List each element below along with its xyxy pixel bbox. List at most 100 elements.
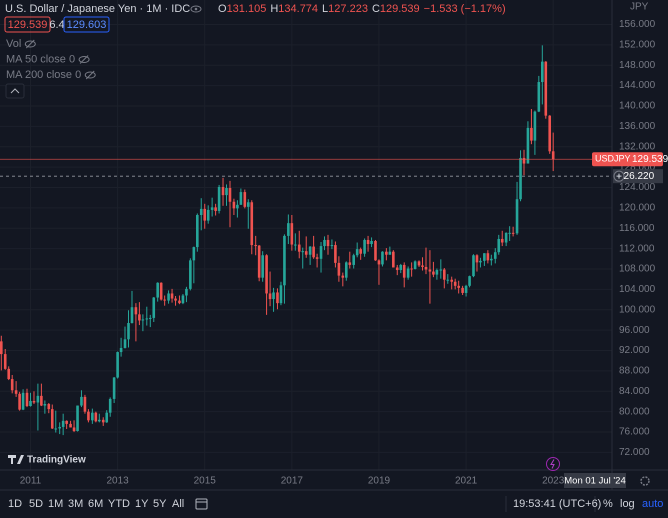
candle-body <box>254 245 257 247</box>
bid[interactable]: 129.539 <box>8 19 48 31</box>
sell-box[interactable] <box>4 16 51 33</box>
candle-body <box>377 260 381 265</box>
logo[interactable]: TradingView <box>8 455 86 466</box>
candle-body <box>413 261 417 270</box>
ask[interactable]: 129.603 <box>67 19 107 31</box>
candle-body <box>145 318 149 320</box>
candle-body <box>80 396 83 406</box>
candle-body <box>221 186 225 196</box>
clock[interactable]: 19:53:41 (UTC+6) <box>513 498 601 510</box>
lightning-icon[interactable] <box>546 457 560 471</box>
timeframe-button[interactable]: 1Y <box>135 498 149 510</box>
y-tick-label: 140.000 <box>619 101 656 112</box>
candle-body <box>544 61 548 116</box>
candle-body <box>50 409 54 429</box>
timeframe-button[interactable]: 1M <box>48 498 63 510</box>
candle-body <box>243 192 247 207</box>
candle-body <box>163 299 166 301</box>
candle-body <box>530 127 533 141</box>
eye-slash <box>85 70 95 80</box>
candle-body <box>417 261 421 266</box>
candle-body <box>178 300 181 304</box>
candle-body <box>232 201 236 209</box>
candle-body <box>399 264 403 271</box>
candle-body <box>265 255 268 294</box>
candle-body <box>14 390 18 394</box>
candle-body <box>72 427 76 432</box>
timeframe-button[interactable]: 3M <box>68 498 83 510</box>
collapse-button[interactable] <box>5 83 25 99</box>
timeframe-button[interactable]: 1D <box>8 498 22 510</box>
indicator-label[interactable]: MA 200 close 0 <box>6 69 81 81</box>
candle-body <box>47 404 51 410</box>
log-toggle[interactable]: log <box>620 498 635 510</box>
candle-body <box>156 282 159 298</box>
candle-body <box>439 269 443 271</box>
candle-body <box>32 400 36 403</box>
candle-body <box>76 405 79 432</box>
spread: 6.4 <box>49 19 64 31</box>
eye-icon[interactable] <box>24 40 36 48</box>
y-tick-label: 112.000 <box>619 243 655 254</box>
eye-icon[interactable] <box>190 5 202 13</box>
indicator-label[interactable]: MA 50 close 0 <box>6 53 75 65</box>
candle-body <box>453 281 457 286</box>
candle-body <box>58 426 61 429</box>
candle-body <box>334 245 337 263</box>
candle-body <box>105 412 109 423</box>
candle-body <box>497 238 501 253</box>
symbol-title[interactable]: U.S. Dollar / Japanese Yen · 1M · IDC <box>5 3 190 15</box>
caret-icon <box>10 88 20 94</box>
eye-icon[interactable] <box>78 56 90 63</box>
branding[interactable]: TradingView <box>27 455 86 466</box>
auto-toggle[interactable]: auto <box>642 498 663 510</box>
candle-body <box>261 255 264 278</box>
last-price-label: 129.539 <box>632 154 668 165</box>
candle-body <box>127 323 130 340</box>
y-tick-label: 104.000 <box>619 284 656 295</box>
settings-icon[interactable] <box>640 476 650 486</box>
candle-body <box>446 279 450 281</box>
calendar-icon[interactable] <box>195 498 208 510</box>
candle-body <box>472 255 475 277</box>
candle-body <box>450 279 454 282</box>
y-tick-label: 144.000 <box>619 80 656 91</box>
candle-body <box>374 240 377 261</box>
y-tick-label: 116.000 <box>619 223 655 234</box>
candle-body <box>319 246 323 259</box>
ohlc-key: C <box>372 3 380 15</box>
ohlc-value: 127.223 <box>328 3 368 15</box>
candle-body <box>290 223 294 245</box>
y-tick-label: 148.000 <box>619 60 656 71</box>
timeframe-button[interactable]: All <box>172 498 184 510</box>
x-tick-label: 2015 <box>194 476 217 487</box>
eye-icon[interactable] <box>84 71 96 79</box>
y-tick-label: 120.000 <box>619 203 656 214</box>
candle-body <box>112 377 116 399</box>
toolbar: 1D 5D 1M 3M 6M YTD 1Y 5Y All <box>8 498 184 510</box>
timeframe-button[interactable]: YTD <box>108 498 130 510</box>
timeframe-button[interactable]: 6M <box>88 498 103 510</box>
percent-toggle[interactable]: % <box>603 498 613 510</box>
candle-body <box>526 127 530 164</box>
y-tick-label: 128.000 <box>619 162 656 173</box>
timeframe-button[interactable]: 5D <box>29 498 43 510</box>
candle-body <box>43 404 47 406</box>
indicator-label[interactable]: Vol <box>6 38 21 50</box>
candle-body <box>189 260 192 289</box>
candle-body <box>206 209 210 221</box>
candle-body <box>294 244 297 246</box>
candle-body <box>323 239 326 247</box>
candle-body <box>504 232 508 243</box>
candle-body <box>123 339 127 348</box>
candle-body <box>170 293 174 299</box>
candle-body <box>330 245 334 247</box>
timeframe-button[interactable]: 5Y <box>153 498 167 510</box>
candle-body <box>385 251 388 255</box>
candle-body <box>551 151 555 160</box>
ohlc-key: O <box>218 3 227 15</box>
candle-body <box>225 188 228 196</box>
candle-body <box>192 247 196 261</box>
buy-box[interactable] <box>63 16 110 33</box>
